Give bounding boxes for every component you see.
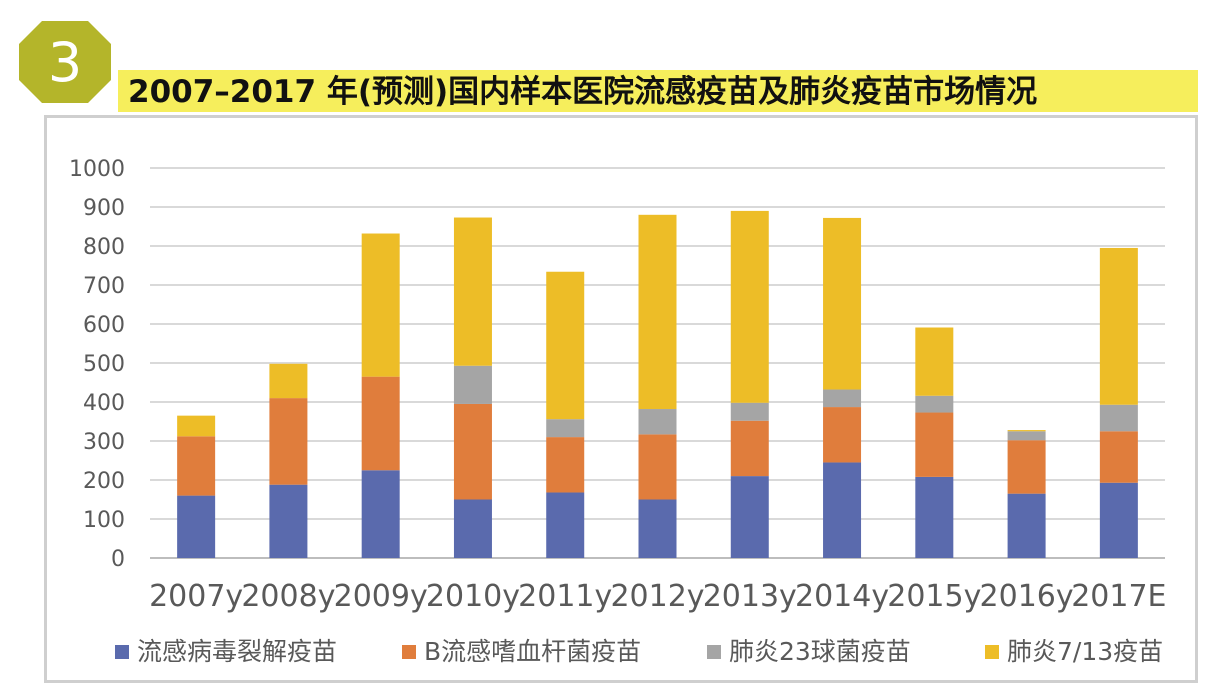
y-tick-label: 700 [83,274,125,299]
x-tick-label: 2012y [610,579,704,614]
y-tick-label: 300 [83,430,125,455]
bar-segment [1100,248,1138,405]
bar-segment [454,404,492,500]
bar-segment [454,218,492,366]
y-tick-label: 500 [83,352,125,377]
x-tick-label: 2016y [980,579,1074,614]
legend-label: 肺炎7/13疫苗 [1007,637,1163,666]
bar-segment [362,470,400,558]
y-tick-label: 100 [83,508,125,533]
legend-swatch [115,645,129,659]
y-tick-label: 1000 [69,157,125,182]
y-tick-label: 800 [83,235,125,260]
bar-segment [177,496,215,558]
legend-label: 肺炎23球菌疫苗 [729,637,911,666]
bar-segment [1100,405,1138,432]
bar-segment [1008,430,1046,431]
bar-segment [731,421,769,476]
bar-segment [1100,431,1138,482]
bar-segment [639,500,677,559]
badge-number: 3 [48,31,82,94]
bar-segment [731,476,769,558]
bar-segment [823,407,861,462]
chart-title: 2007–2017 年(预测)国内样本医院流感疫苗及肺炎疫苗市场情况 [128,72,1037,112]
x-tick-label: 2017E [1071,579,1166,614]
bars [177,211,1138,558]
bar-segment [731,403,769,421]
y-tick-label: 900 [83,196,125,221]
x-tick-label: 2007y [149,579,243,614]
y-tick-label: 200 [83,469,125,494]
bar-segment [269,398,307,485]
bar-segment [1008,494,1046,558]
bar-segment [269,485,307,558]
section-badge: 3 [10,12,120,112]
bar-segment [639,215,677,409]
x-tick-label: 2013y [703,579,797,614]
bar-segment [731,211,769,403]
bar-segment [639,434,677,499]
legend-swatch [985,645,999,659]
bar-segment [823,218,861,390]
bar-segment [915,413,953,477]
bar-segment [546,419,584,437]
bar-segment [269,364,307,398]
bar-segment [1100,483,1138,558]
bar-segment [823,462,861,558]
bar-segment [915,477,953,558]
bar-segment [915,328,953,396]
bar-segment [546,272,584,419]
legend-label: B流感嗜血杆菌疫苗 [424,637,641,666]
bar-segment [639,409,677,434]
y-tick-label: 0 [111,547,125,572]
x-tick-label: 2009y [334,579,428,614]
bar-segment [362,377,400,471]
bar-segment [177,436,215,495]
bar-segment [546,437,584,492]
x-axis-ticks: 2007y2008y2009y2010y2011y2012y2013y2014y… [149,579,1166,614]
bar-segment [1008,440,1046,493]
x-tick-label: 2014y [795,579,889,614]
bar-segment [823,390,861,408]
y-tick-label: 600 [83,313,125,338]
x-tick-label: 2010y [426,579,520,614]
legend-swatch [402,645,416,659]
bar-segment [454,366,492,404]
y-tick-label: 400 [83,391,125,416]
bar-segment [546,492,584,558]
legend: 流感病毒裂解疫苗 B流感嗜血杆菌疫苗 肺炎23球菌疫苗 肺炎7/13疫苗 [115,637,1163,666]
x-tick-label: 2015y [887,579,981,614]
bar-segment [362,234,400,377]
bar-segment [454,500,492,559]
bar-segment [915,396,953,413]
x-tick-label: 2008y [241,579,335,614]
legend-swatch [707,645,721,659]
bar-segment [177,416,215,437]
x-tick-label: 2011y [518,579,612,614]
bar-segment [1008,431,1046,440]
chart-frame: 0 100 200 300 400 500 600 700 800 900 1000 2007y 20… [44,115,1198,683]
y-axis-ticks: 0 100 200 300 400 500 600 700 800 900 1000 [69,157,125,572]
legend-label: 流感病毒裂解疫苗 [137,637,337,666]
